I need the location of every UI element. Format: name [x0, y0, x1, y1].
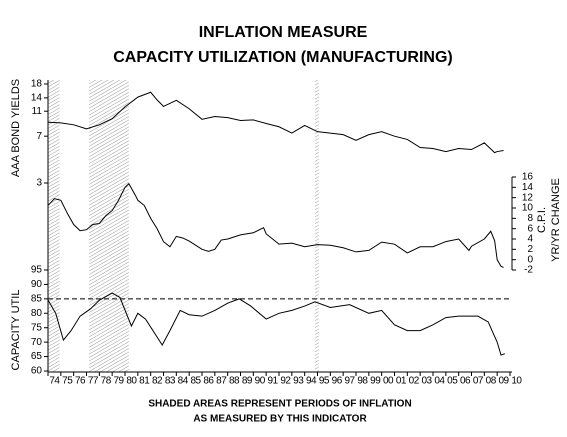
- x-tick-label: 94: [306, 376, 317, 387]
- y-tick-label: 12: [522, 192, 534, 203]
- x-tick-label: 04: [434, 376, 445, 387]
- y-tick-label: 14: [31, 93, 43, 104]
- x-tick-label: 83: [165, 376, 176, 387]
- y-tick-label: 10: [522, 203, 534, 214]
- x-tick-label: 74: [49, 376, 60, 387]
- y-tick-label: 95: [31, 265, 43, 276]
- y-tick-label: 0: [527, 254, 533, 265]
- y-tick-label: 90: [31, 279, 43, 290]
- y-tick-label: 60: [31, 366, 43, 377]
- x-tick-label: 81: [139, 376, 150, 387]
- x-tick-label: 89: [242, 376, 253, 387]
- x-tick-label: 09: [499, 376, 510, 387]
- y-tick-label: 2: [527, 244, 533, 255]
- x-tick-label: 06: [460, 376, 471, 387]
- x-tick-label: 90: [255, 376, 266, 387]
- x-tick-label: 02: [409, 376, 420, 387]
- x-tick-label: 10: [511, 376, 522, 387]
- y-tick-label: 14: [522, 182, 534, 193]
- footnote: AS MEASURED BY THIS INDICATOR: [193, 414, 367, 425]
- x-tick-label: 88: [229, 376, 240, 387]
- y-tick-label: 16: [522, 172, 534, 183]
- x-tick-label: 01: [396, 376, 407, 387]
- x-tick-label: 92: [280, 376, 291, 387]
- shaded-period: [314, 80, 319, 372]
- x-tick-label: 95: [319, 376, 330, 387]
- data-line: [47, 91, 504, 154]
- y-tick-label: 85: [31, 293, 43, 304]
- x-tick-label: 87: [216, 376, 227, 387]
- x-tick-label: 84: [178, 376, 189, 387]
- x-tick-label: 03: [422, 376, 433, 387]
- footnote: SHADED AREAS REPRESENT PERIODS OF INFLAT…: [148, 399, 411, 410]
- y-tick-label: 4: [527, 234, 533, 245]
- chart-title: CAPACITY UTILIZATION (MANUFACTURING): [113, 49, 453, 66]
- x-tick-label: 07: [473, 376, 484, 387]
- x-tick-label: 99: [370, 376, 381, 387]
- y-axis-label: AAA BOND YIELDS: [10, 79, 22, 177]
- x-tick-label: 77: [88, 376, 99, 387]
- y-tick-label: 18: [31, 79, 43, 90]
- shaded-layer: [48, 80, 319, 372]
- x-tick-label: 85: [191, 376, 202, 387]
- x-tick-label: 78: [101, 376, 112, 387]
- y-axis-label: YR/YR CHANGE: [550, 178, 562, 262]
- x-tick-label: 97: [345, 376, 356, 387]
- x-tick-label: 05: [447, 376, 458, 387]
- y-axis-label: CAPACITY UTIL: [10, 290, 22, 371]
- x-tick-label: 75: [62, 376, 73, 387]
- x-tick-label: 98: [357, 376, 368, 387]
- x-tick-label: 91: [268, 376, 279, 387]
- x-tick-label: 86: [203, 376, 214, 387]
- y-axis-label: C.P.I.: [536, 207, 548, 233]
- x-tick-label: 76: [75, 376, 86, 387]
- shaded-period: [48, 80, 60, 372]
- data-line: [47, 182, 504, 268]
- x-tick-label: 96: [332, 376, 343, 387]
- y-tick-label: 7: [36, 131, 42, 142]
- y-tick-label: 70: [31, 337, 43, 348]
- y-tick-label: 80: [31, 308, 43, 319]
- x-tick-label: 82: [152, 376, 163, 387]
- chart-title: INFLATION MEASURE: [199, 24, 368, 41]
- y-tick-label: 8: [527, 213, 533, 224]
- y-tick-label: 65: [31, 351, 43, 362]
- y-tick-label: 3: [36, 178, 42, 189]
- y-tick-label: 75: [31, 322, 43, 333]
- x-tick-label: 79: [114, 376, 125, 387]
- y-tick-label: 11: [32, 106, 43, 117]
- y-tick-label: 6: [527, 223, 533, 234]
- shaded-period: [89, 80, 129, 372]
- x-tick-label: 93: [293, 376, 304, 387]
- x-tick-label: 00: [383, 376, 394, 387]
- y-tick-label: -2: [524, 265, 533, 276]
- data-line: [47, 292, 506, 356]
- x-tick-label: 08: [486, 376, 497, 387]
- x-tick-label: 80: [126, 376, 137, 387]
